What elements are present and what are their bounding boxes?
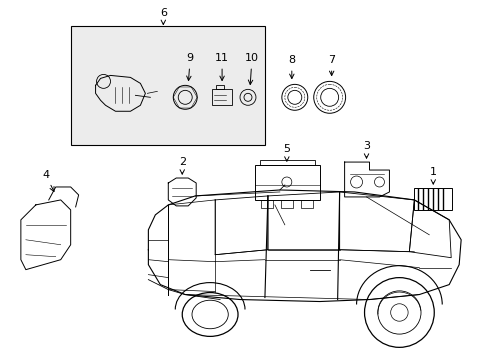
Bar (280, 200, 292, 208)
Bar (260, 160, 314, 165)
Text: 11: 11 (215, 54, 228, 81)
Text: 2: 2 (178, 157, 185, 174)
Bar (261, 200, 272, 208)
Text: 10: 10 (244, 54, 259, 85)
Bar (212, 89, 232, 105)
Bar (413, 188, 451, 210)
Text: 5: 5 (283, 144, 290, 161)
Text: 4: 4 (42, 170, 54, 192)
Text: 1: 1 (429, 167, 436, 184)
Bar (71, 26, 264, 145)
Bar (254, 165, 319, 200)
Bar (300, 200, 312, 208)
Text: 9: 9 (186, 54, 193, 81)
Text: 7: 7 (327, 55, 335, 76)
Bar (216, 85, 224, 89)
Text: 8: 8 (287, 55, 295, 78)
Text: 3: 3 (362, 141, 369, 158)
Text: 6: 6 (160, 8, 166, 24)
